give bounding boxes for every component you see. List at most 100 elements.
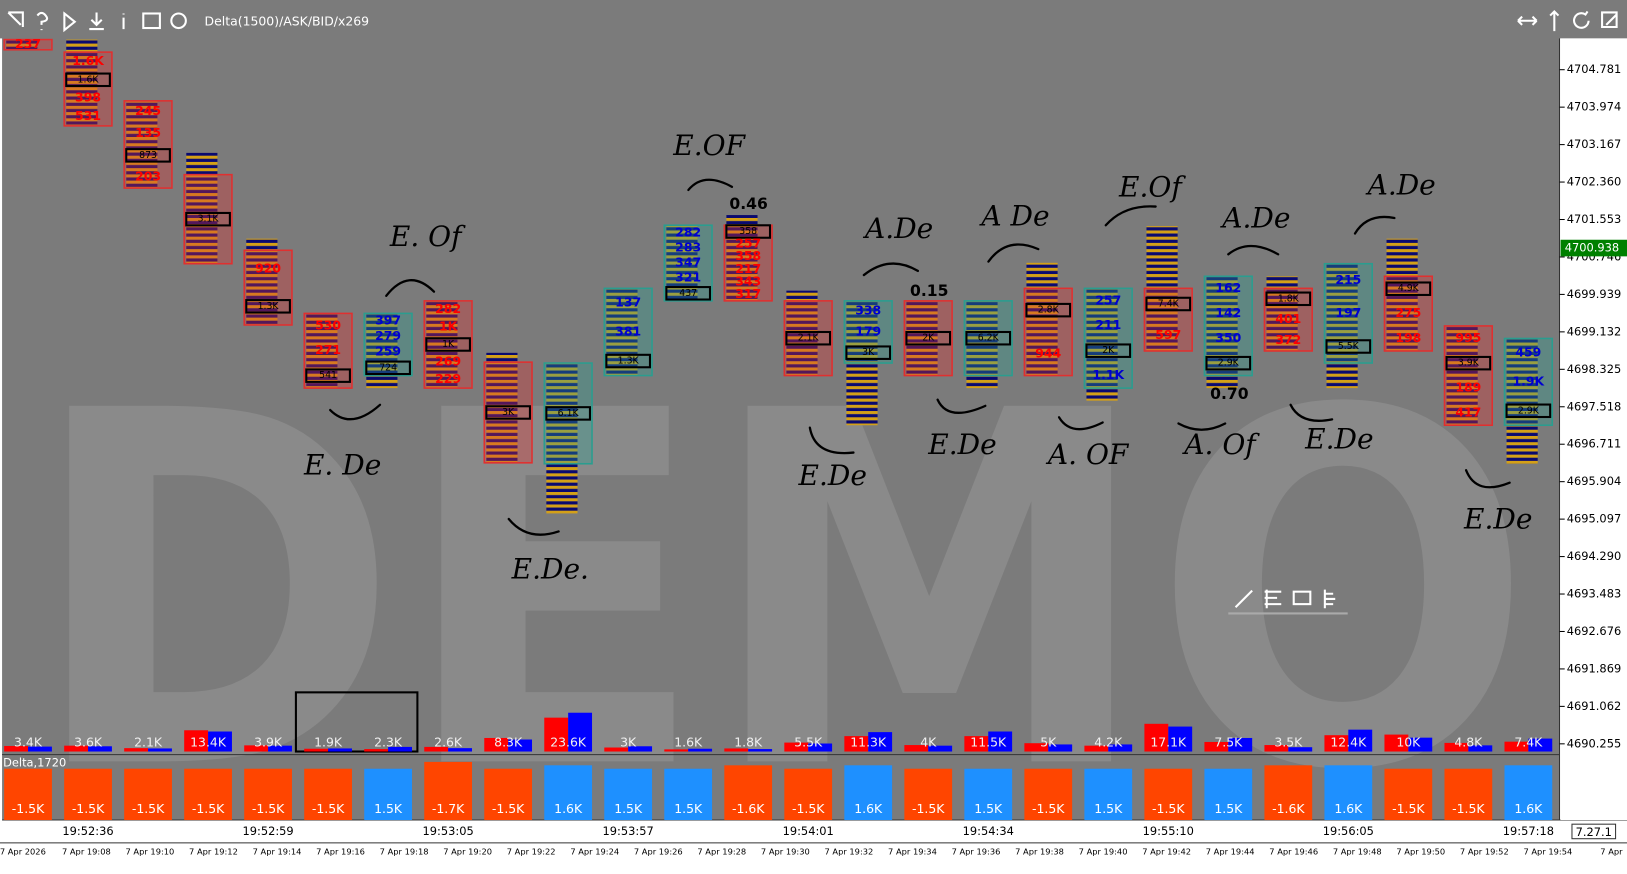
- level-label: 317: [735, 286, 761, 301]
- volume-bar: [268, 745, 292, 752]
- arc: [1289, 403, 1334, 422]
- x-tick-label: 19:52:59: [242, 824, 293, 838]
- poc-label: 6.2K: [978, 333, 1000, 344]
- candle-down: [183, 173, 233, 265]
- toolbar: [0, 0, 1627, 39]
- candle-down: [63, 51, 113, 127]
- annotation: E.OF: [672, 129, 746, 162]
- y-tick-label: 4698.325: [1567, 362, 1621, 376]
- volume-label: 11.3K: [850, 735, 887, 750]
- poc-box: [1505, 403, 1552, 419]
- volume-bar: [688, 748, 713, 752]
- date-label: 7 Apr 19:50: [1396, 847, 1445, 857]
- candle-down: [1263, 287, 1313, 352]
- volume-label: 1.9K: [314, 735, 343, 750]
- delta-bar: [664, 768, 713, 821]
- delta-bar: [784, 768, 833, 821]
- icon-settings[interactable]: [170, 12, 187, 30]
- date-label: 7 Apr 19:30: [761, 847, 810, 857]
- volume-label: 4.2K: [1094, 735, 1123, 750]
- date-label: 7 Apr 19:42: [1142, 847, 1191, 857]
- poc-label: 873: [139, 150, 157, 161]
- tool-profile[interactable]: [1323, 589, 1336, 609]
- volume-bar: [448, 748, 473, 752]
- delta-label: 1.6K: [1334, 801, 1363, 816]
- drawings: [294, 178, 1511, 753]
- icon-fit-x[interactable]: [1517, 15, 1538, 26]
- volume-label: 13.4K: [190, 735, 227, 750]
- level-label: 257: [1095, 292, 1121, 307]
- poc-label: 4.9K: [1398, 283, 1420, 294]
- date-label: 7 Apr 19:10: [126, 847, 175, 857]
- icon-help[interactable]: [36, 11, 49, 31]
- date-label: 7 Apr 19:24: [570, 847, 619, 857]
- level-label: 1.9K: [1513, 373, 1546, 388]
- volume-bar: [724, 748, 749, 752]
- volume-bar: [484, 737, 509, 752]
- icon-download[interactable]: [89, 12, 104, 31]
- delta-label: -1.5K: [1032, 801, 1065, 816]
- candle-down: [303, 312, 353, 389]
- volume-label: 5K: [1040, 735, 1057, 750]
- icon-play[interactable]: [63, 11, 77, 33]
- candle-down: [1443, 325, 1494, 427]
- x-tick-label: 19:56:05: [1323, 824, 1374, 838]
- tool-line[interactable]: [1234, 589, 1253, 608]
- annotation: 0.15: [910, 282, 948, 300]
- tool-rect[interactable]: [1292, 590, 1312, 606]
- annotation: 0.46: [729, 195, 767, 213]
- volume-bar: [28, 746, 52, 752]
- level-label: 162: [1215, 280, 1241, 295]
- volume-label: 17.1K: [1150, 735, 1187, 750]
- date-label: 7 Apr 19:26: [634, 847, 683, 857]
- level-label: 1.1K: [1092, 367, 1125, 382]
- level-label: 283: [675, 239, 701, 254]
- y-tick-label: 4702.360: [1567, 175, 1621, 189]
- delta-bar: [1324, 765, 1373, 821]
- icon-popout[interactable]: [1601, 11, 1618, 29]
- volume-bar: [1444, 742, 1469, 752]
- delta-label: -1.5K: [492, 801, 525, 816]
- poc-label: 724: [379, 362, 397, 373]
- y-tick-label: 4703.974: [1567, 100, 1621, 114]
- date-label: 7 Apr 19:32: [824, 847, 873, 857]
- delta-bar: [604, 768, 653, 821]
- volume-bar: [1348, 729, 1373, 752]
- volume-bar: [1528, 738, 1553, 752]
- level-label: 459: [1515, 344, 1541, 359]
- volume-bar: [388, 746, 412, 752]
- y-tick-label: 4690.255: [1567, 736, 1621, 750]
- poc-label: 2K: [1102, 345, 1115, 356]
- volume-bar: [784, 742, 809, 752]
- footprint-profile: [426, 300, 458, 389]
- volume-label: 3K: [620, 735, 637, 750]
- toolbar-icons[interactable]: [7, 9, 1618, 33]
- delta-bar: [1144, 768, 1193, 821]
- delta-label: -1.5K: [1392, 801, 1425, 816]
- icon-chart[interactable]: [142, 12, 161, 30]
- level-label: 944: [1035, 345, 1061, 360]
- current-price-label: 4700.938: [1565, 241, 1619, 255]
- icon-fit-y[interactable]: [1549, 9, 1560, 32]
- annotation: E.De: [1463, 503, 1532, 536]
- volume-label: 23.6K: [550, 735, 587, 750]
- icon-refresh[interactable]: [1573, 10, 1590, 29]
- volume-bar: [964, 736, 989, 752]
- delta-label: 1.6K: [1514, 801, 1543, 816]
- delta-bar: [1084, 768, 1133, 821]
- poc-box: [1265, 291, 1312, 307]
- date-label: 7 Apr 19:08: [62, 847, 111, 857]
- poc-box: [785, 330, 832, 346]
- tool-fib[interactable]: [1264, 589, 1282, 609]
- poc-box: [905, 330, 952, 346]
- date-label: 7 Apr: [1600, 847, 1623, 857]
- drawing-tools[interactable]: [1228, 589, 1348, 615]
- footprint-profile: [486, 352, 518, 463]
- icon-cursor[interactable]: [7, 11, 24, 27]
- candle-down: [783, 300, 833, 377]
- volume-label: 4K: [920, 735, 937, 750]
- poc-label: 358: [739, 226, 757, 237]
- version-box: [1571, 823, 1617, 840]
- poc-label: 3.9K: [1458, 358, 1480, 369]
